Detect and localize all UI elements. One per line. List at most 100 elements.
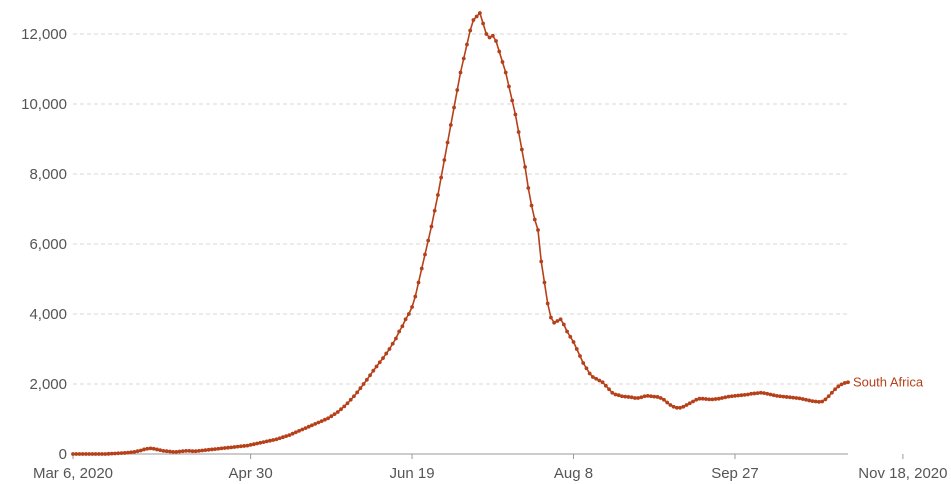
data-point [432,208,437,213]
data-point [552,320,557,325]
data-point [826,394,831,399]
data-point [465,42,469,47]
data-point [251,442,256,447]
data-point [452,105,456,110]
x-tick-label: Aug 8 [554,465,593,482]
y-tick-label: 12,000 [21,26,67,43]
data-point [122,451,127,455]
data-point [248,443,253,447]
data-point [213,447,217,451]
data-point [752,391,757,396]
data-point [487,35,492,40]
y-tick-label: 4,000 [29,306,67,323]
data-point [442,158,447,162]
data-point [184,448,188,453]
data-point [455,88,460,92]
data-point [429,224,434,229]
data-point [400,324,405,329]
data-point [565,329,569,334]
data-point [436,193,440,197]
data-point [439,175,444,180]
data-point [846,380,850,385]
data-point [510,98,515,103]
data-point [613,392,618,397]
data-point [355,390,360,395]
data-point [623,394,628,399]
data-point [603,383,608,388]
data-point [536,228,540,232]
data-point [413,294,418,299]
data-point [539,259,544,264]
data-point [368,373,372,378]
plot-area: South Africa [71,11,924,456]
data-point [503,70,508,75]
data-point [807,398,812,403]
data-point [716,396,721,401]
data-point [778,394,783,399]
data-point [171,450,176,454]
data-point [390,341,395,346]
data-point [335,410,340,414]
data-point [174,450,179,454]
data-point [561,322,566,327]
data-point [500,60,505,64]
data-point [274,437,279,442]
data-point [729,394,734,399]
data-point [684,403,689,407]
data-point [749,391,754,396]
data-point [645,394,650,398]
data-point [261,440,266,444]
data-point [519,147,524,152]
data-point [284,434,289,439]
data-point [765,391,770,396]
data-point [190,449,195,454]
data-point [804,397,808,402]
data-point [723,395,728,400]
data-point [629,395,634,400]
data-point [839,382,844,387]
data-point [823,397,828,402]
data-point [820,399,825,404]
data-point [713,397,718,401]
data-point [829,390,834,395]
y-tick-label: 2,000 [29,376,67,393]
data-point [258,440,263,445]
data-point [507,84,511,89]
data-point [781,394,786,399]
data-point [810,399,815,404]
data-point [226,445,230,450]
data-point [381,356,385,360]
data-point [197,448,201,453]
data-point [161,448,166,453]
data-point [271,438,276,442]
data-point [665,400,670,405]
data-point [93,452,98,456]
data-point [671,404,676,409]
data-point [100,452,104,456]
data-point [842,381,847,385]
data-point [281,435,285,440]
data-point [616,393,621,398]
data-point [364,377,369,382]
data-point [306,424,311,429]
data-point [678,405,682,410]
data-point [771,393,776,398]
data-point [674,405,679,410]
data-point [397,329,402,334]
data-point [332,412,337,416]
data-point [352,394,356,399]
data-point [232,445,237,449]
data-point [90,452,95,456]
data-point [200,448,205,453]
data-point [574,347,579,351]
data-point [762,391,766,395]
gridlines [73,33,848,385]
data-point [155,447,159,452]
data-point [167,449,172,454]
data-point [403,317,408,322]
data-point [461,56,466,61]
data-point [222,446,227,450]
data-point [423,252,427,257]
data-point [326,416,330,421]
